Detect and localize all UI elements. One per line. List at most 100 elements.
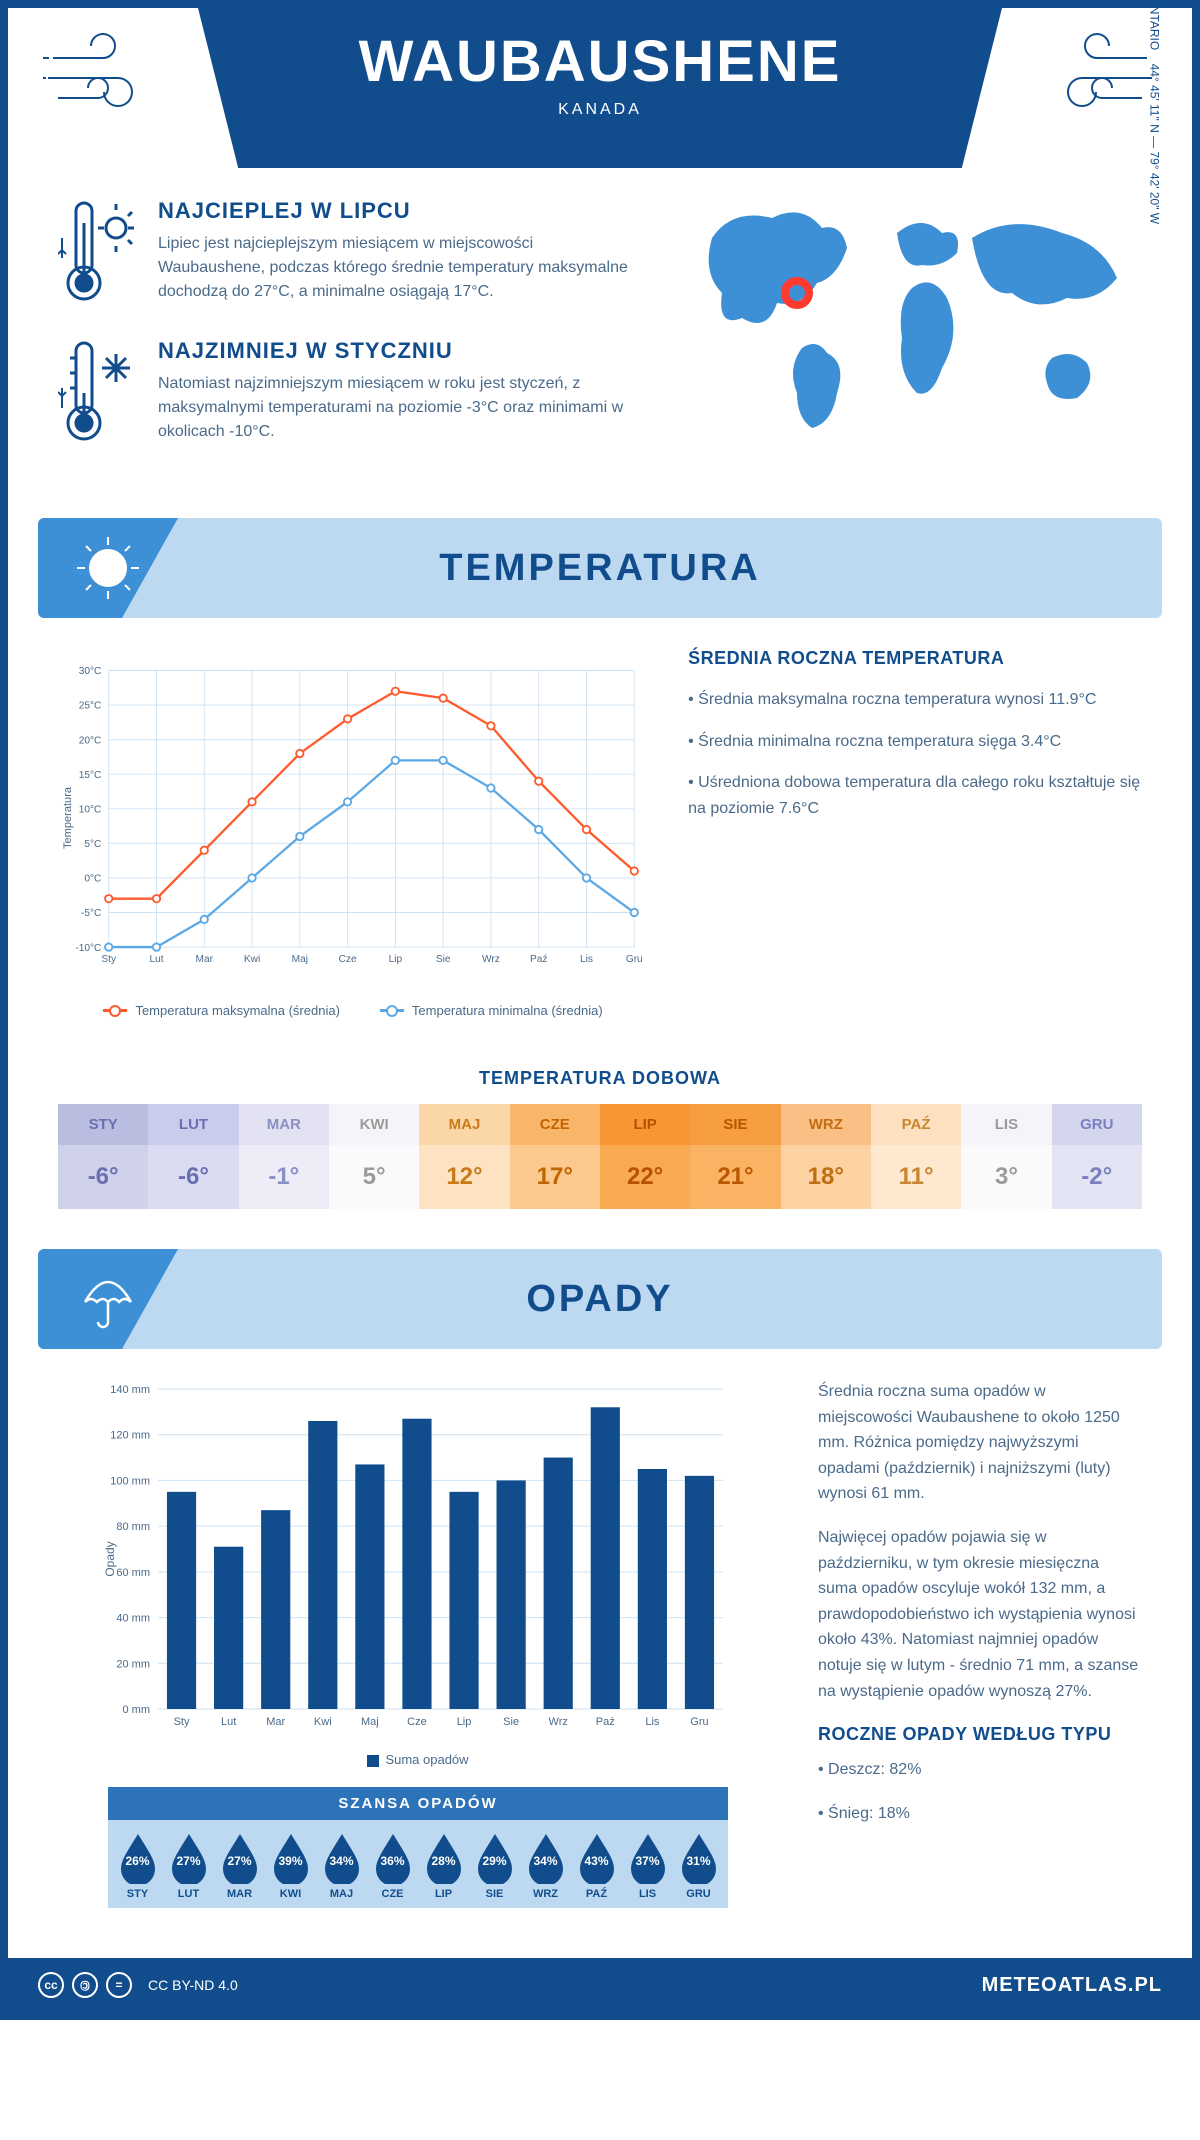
svg-text:Paź: Paź xyxy=(530,954,547,965)
svg-text:Maj: Maj xyxy=(361,1716,379,1728)
legend-max-label: Temperatura maksymalna (średnia) xyxy=(135,1003,339,1018)
svg-text:0 mm: 0 mm xyxy=(123,1704,151,1716)
svg-text:Sty: Sty xyxy=(101,954,117,965)
thermometer-sun-icon xyxy=(58,198,138,313)
drop-icon: 31% xyxy=(678,1832,720,1884)
chance-value: 39% xyxy=(278,1854,302,1868)
legend-min: Temperatura minimalna (średnia) xyxy=(380,1003,603,1018)
chance-month: WRZ xyxy=(520,1888,571,1900)
svg-text:140 mm: 140 mm xyxy=(110,1384,150,1396)
intro-section: NAJCIEPLEJ W LIPCU Lipiec jest najcieple… xyxy=(8,168,1192,498)
svg-text:40 mm: 40 mm xyxy=(116,1613,150,1625)
svg-text:25°C: 25°C xyxy=(79,701,102,712)
country-name: KANADA xyxy=(198,101,1002,119)
fact-cold-text: Natomiast najzimniejszym miesiącem w rok… xyxy=(158,372,642,444)
svg-text:Sie: Sie xyxy=(436,954,451,965)
precipitation-section: 0 mm20 mm40 mm60 mm80 mm100 mm120 mm140 … xyxy=(8,1349,1192,1958)
daily-month: LIP xyxy=(600,1104,690,1145)
lon-label: 79° 42' 20" W xyxy=(1148,151,1162,224)
annual-temp-p3: • Uśredniona dobowa temperatura dla całe… xyxy=(688,770,1142,821)
drop-icon: 39% xyxy=(270,1832,312,1884)
chance-month: CZE xyxy=(367,1888,418,1900)
temperature-section: -10°C-5°C0°C5°C10°C15°C20°C25°C30°CStyLu… xyxy=(8,618,1192,1048)
chance-cell: 43% PAŹ xyxy=(571,1832,622,1900)
wind-icon xyxy=(1037,28,1157,118)
svg-text:Sie: Sie xyxy=(503,1716,519,1728)
drop-icon: 36% xyxy=(372,1832,414,1884)
svg-text:Sty: Sty xyxy=(174,1716,190,1728)
world-map-block: ONTARIO 44° 45' 11" N — 79° 42' 20" W xyxy=(682,198,1142,478)
svg-text:80 mm: 80 mm xyxy=(116,1521,150,1533)
license-text: CC BY-ND 4.0 xyxy=(148,1977,238,1993)
daily-temp-title: TEMPERATURA DOBOWA xyxy=(8,1068,1192,1089)
fact-hottest: NAJCIEPLEJ W LIPCU Lipiec jest najcieple… xyxy=(58,198,642,313)
daily-cell: KWI 5° xyxy=(329,1104,419,1209)
svg-text:60 mm: 60 mm xyxy=(116,1567,150,1579)
chance-cell: 27% MAR xyxy=(214,1832,265,1900)
daily-value: 11° xyxy=(871,1145,961,1209)
banner-temperature: TEMPERATURA xyxy=(38,518,1162,618)
temperature-legend: Temperatura maksymalna (średnia) Tempera… xyxy=(58,1003,648,1018)
chance-month: MAJ xyxy=(316,1888,367,1900)
header-title-block: WAUBAUSHENE KANADA xyxy=(198,8,1002,168)
svg-text:30°C: 30°C xyxy=(79,666,102,677)
chance-month: SIE xyxy=(469,1888,520,1900)
temperature-chart: -10°C-5°C0°C5°C10°C15°C20°C25°C30°CStyLu… xyxy=(58,648,648,1018)
annual-temp-p2: • Średnia minimalna roczna temperatura s… xyxy=(688,729,1142,755)
daily-temp-table: STY -6° LUT -6° MAR -1° KWI 5° MAJ 12° C… xyxy=(58,1104,1142,1209)
daily-month: WRZ xyxy=(781,1104,871,1145)
svg-text:Mar: Mar xyxy=(266,1716,285,1728)
section-title-temperature: TEMPERATURA xyxy=(439,547,761,590)
drop-icon: 27% xyxy=(219,1832,261,1884)
chance-value: 37% xyxy=(635,1854,659,1868)
chance-month: KWI xyxy=(265,1888,316,1900)
daily-month: SIE xyxy=(690,1104,780,1145)
chance-month: LUT xyxy=(163,1888,214,1900)
daily-value: 3° xyxy=(961,1145,1051,1209)
daily-cell: STY -6° xyxy=(58,1104,148,1209)
drop-icon: 27% xyxy=(168,1832,210,1884)
by-icon: 🄯 xyxy=(72,1972,98,1998)
fact-coldest: NAJZIMNIEJ W STYCZNIU Natomiast najzimni… xyxy=(58,338,642,453)
header-decor-right xyxy=(1002,8,1192,168)
precip-snow: • Śnieg: 18% xyxy=(818,1801,1142,1827)
chance-value: 29% xyxy=(482,1854,506,1868)
sun-icon xyxy=(38,518,178,618)
daily-month: LUT xyxy=(148,1104,238,1145)
annual-temp-title: ŚREDNIA ROCZNA TEMPERATURA xyxy=(688,648,1142,669)
fact-hot-title: NAJCIEPLEJ W LIPCU xyxy=(158,198,642,224)
precip-rain: • Deszcz: 82% xyxy=(818,1757,1142,1783)
precip-p2: Najwięcej opadów pojawia się w październ… xyxy=(818,1525,1142,1704)
chance-cell: 27% LUT xyxy=(163,1832,214,1900)
precipitation-text: Średnia roczna suma opadów w miejscowośc… xyxy=(818,1379,1142,1938)
svg-text:Lip: Lip xyxy=(457,1716,472,1728)
daily-cell: WRZ 18° xyxy=(781,1104,871,1209)
drop-icon: 43% xyxy=(576,1832,618,1884)
chance-cell: 34% WRZ xyxy=(520,1832,571,1900)
svg-text:100 mm: 100 mm xyxy=(110,1475,150,1487)
svg-text:Mar: Mar xyxy=(196,954,214,965)
chance-month: STY xyxy=(112,1888,163,1900)
drop-icon: 34% xyxy=(525,1832,567,1884)
coordinates: ONTARIO 44° 45' 11" N — 79° 42' 20" W xyxy=(1148,0,1162,224)
header-decor-left xyxy=(8,8,198,168)
precip-legend-label: Suma opadów xyxy=(385,1752,468,1767)
daily-value: 17° xyxy=(510,1145,600,1209)
chance-month: LIS xyxy=(622,1888,673,1900)
chance-value: 27% xyxy=(176,1854,200,1868)
chance-month: LIP xyxy=(418,1888,469,1900)
precipitation-chart: 0 mm20 mm40 mm60 mm80 mm100 mm120 mm140 … xyxy=(58,1379,778,1938)
header: WAUBAUSHENE KANADA xyxy=(8,8,1192,168)
daily-value: -1° xyxy=(239,1145,329,1209)
chance-cell: 29% SIE xyxy=(469,1832,520,1900)
svg-text:-5°C: -5°C xyxy=(81,908,101,919)
daily-month: KWI xyxy=(329,1104,419,1145)
daily-value: 12° xyxy=(419,1145,509,1209)
daily-cell: MAJ 12° xyxy=(419,1104,509,1209)
drop-icon: 26% xyxy=(117,1832,159,1884)
daily-cell: LIP 22° xyxy=(600,1104,690,1209)
infographic-page: WAUBAUSHENE KANADA xyxy=(0,0,1200,2020)
svg-text:Kwi: Kwi xyxy=(314,1716,332,1728)
svg-text:120 mm: 120 mm xyxy=(110,1430,150,1442)
legend-max: Temperatura maksymalna (średnia) xyxy=(103,1003,339,1018)
